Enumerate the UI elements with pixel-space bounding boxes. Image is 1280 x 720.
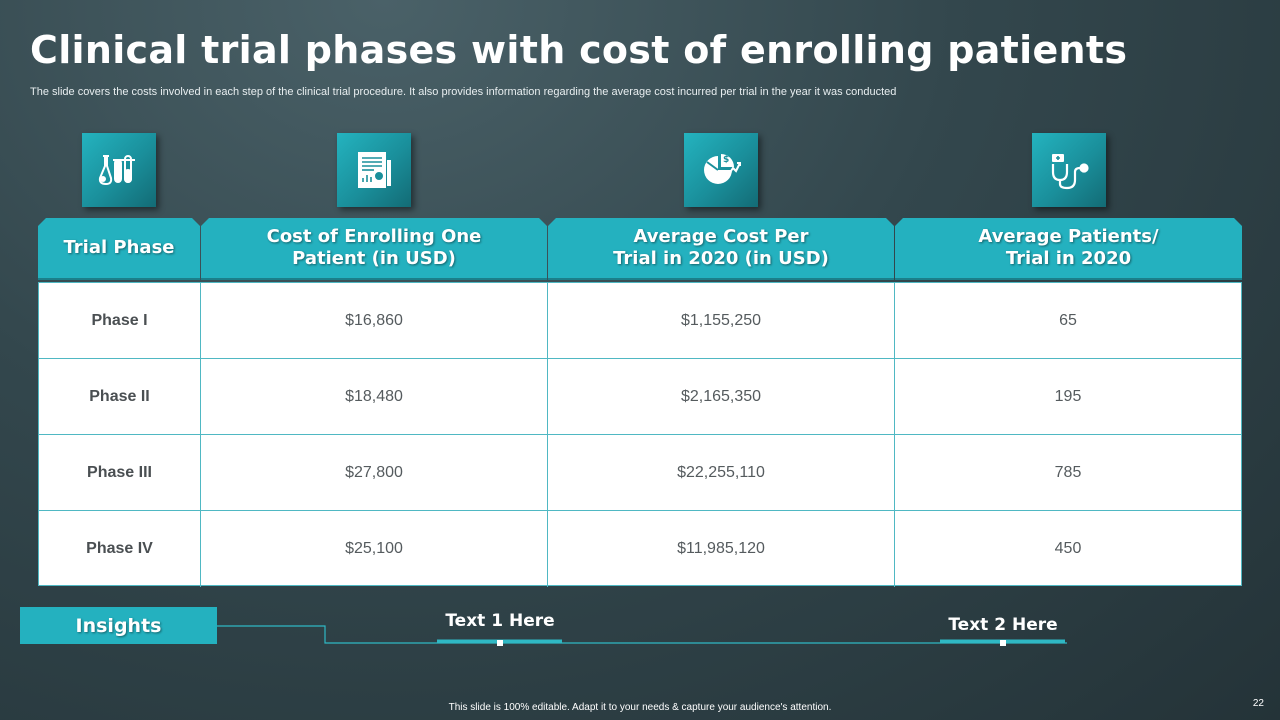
avg-patients-cell: 195 — [1054, 387, 1082, 405]
phase-cell: Phase III — [39, 435, 201, 510]
cost-per-patient-cell: $18,480 — [201, 359, 548, 434]
avg-patients-cell: 785 — [1054, 463, 1082, 481]
insight-text-2: Text 2 Here — [948, 615, 1058, 635]
pie-chart-dollar-icon: $ — [704, 154, 741, 184]
insight-text-1: Text 1 Here — [445, 611, 555, 631]
table-row: Phase I $16,860 $1,155,250 65 — [39, 283, 1241, 359]
avg-cost-per-trial-cell: $2,165,350 — [548, 359, 895, 434]
phase-cell: Phase I — [39, 283, 201, 358]
stethoscope-tile — [1032, 133, 1106, 207]
report-document-tile — [337, 133, 411, 207]
table-body: Phase I $16,860 $1,155,250 65 Phase II $… — [38, 282, 1242, 587]
avg-cost-per-trial-cell: $1,155,250 — [548, 283, 895, 358]
header-avg-cost-per-trial: Average Cost Per Trial in 2020 (in USD) — [548, 218, 894, 280]
header-cost-per-patient: Cost of Enrolling One Patient (in USD) — [201, 218, 547, 280]
page-number: 22 — [1252, 698, 1264, 709]
table-row: Phase IV $25,100 $11,985,120 450 — [39, 511, 1241, 587]
report-document-icon — [358, 152, 391, 188]
insights-label: Insights — [20, 607, 217, 644]
trial-cost-table: Trial Phase Cost of Enrolling One Patien… — [38, 218, 1242, 587]
table-row: Phase III $27,800 $22,255,110 785 — [39, 435, 1241, 511]
header-avg-patients: Average Patients/ Trial in 2020 — [895, 218, 1242, 280]
table-row: Phase II $18,480 $2,165,350 195 — [39, 359, 1241, 435]
slide-subtitle: The slide covers the costs involved in e… — [30, 86, 897, 98]
header-trial-phase: Trial Phase — [38, 218, 200, 280]
insights-connector — [217, 625, 1067, 646]
cost-per-patient-cell: $27,800 — [201, 435, 548, 510]
cost-per-patient-cell: $16,860 — [201, 283, 548, 358]
avg-patients-cell: 450 — [1054, 540, 1082, 557]
lab-test-tubes-tile — [82, 133, 156, 207]
avg-cost-per-trial-cell: $22,255,110 — [548, 435, 895, 510]
avg-cost-per-trial-cell: $11,985,120 — [548, 511, 895, 587]
phase-cell: Phase II — [39, 359, 201, 434]
pie-chart-dollar-tile: $ — [684, 133, 758, 207]
cost-per-patient-cell: $25,100 — [201, 511, 548, 587]
phase-cell: Phase IV — [39, 511, 201, 587]
avg-patients-cell: 65 — [1059, 311, 1077, 329]
footer-note: This slide is 100% editable. Adapt it to… — [448, 702, 832, 713]
stethoscope-icon — [1051, 154, 1089, 190]
svg-text:$: $ — [723, 155, 729, 165]
slide-title: Clinical trial phases with cost of enrol… — [30, 28, 1128, 72]
lab-test-tubes-icon — [98, 155, 135, 186]
